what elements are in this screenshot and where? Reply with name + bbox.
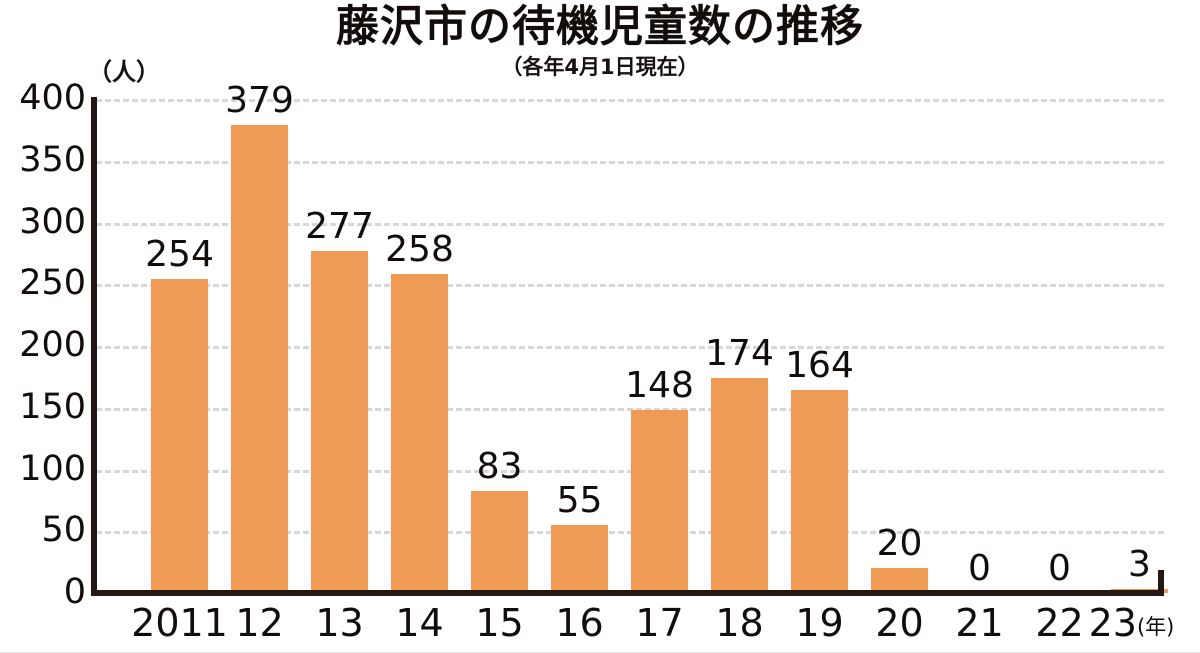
bar[interactable] bbox=[151, 279, 208, 593]
bar[interactable] bbox=[551, 525, 608, 593]
bar-value-label: 0 bbox=[968, 548, 991, 589]
bar[interactable] bbox=[791, 390, 848, 593]
bar-group[interactable]: 258 bbox=[385, 99, 454, 593]
bar-group[interactable]: 254 bbox=[145, 99, 214, 593]
bar-group[interactable]: 148 bbox=[625, 99, 694, 593]
y-axis-tick-label: 100 bbox=[19, 448, 86, 489]
x-axis-tick-label: 16 bbox=[555, 601, 604, 645]
bar-group[interactable]: 0 bbox=[951, 99, 1008, 593]
gridline bbox=[96, 469, 1164, 473]
x-axis-line bbox=[91, 590, 1164, 596]
y-axis-tick-label: 50 bbox=[41, 510, 86, 551]
gridline bbox=[96, 99, 1164, 102]
plot-area: 254 379 277 258 83 55 148 174 164 20 0 0 3 bbox=[96, 82, 1168, 593]
gridline bbox=[96, 284, 1164, 288]
bar[interactable] bbox=[711, 378, 768, 593]
bar[interactable] bbox=[631, 410, 688, 593]
gridline bbox=[96, 222, 1164, 226]
y-axis-tick-label: 250 bbox=[19, 263, 86, 304]
bar-group[interactable]: 3 bbox=[1111, 99, 1168, 593]
bar[interactable] bbox=[391, 274, 448, 593]
bar-value-label: 0 bbox=[1048, 548, 1071, 589]
y-axis-tick-label: 400 bbox=[19, 78, 86, 118]
x-axis-tick-label: 17 bbox=[635, 601, 684, 645]
x-axis-tick-label: 13 bbox=[315, 601, 364, 645]
y-axis-tick-label: 150 bbox=[19, 386, 86, 427]
bar[interactable] bbox=[231, 124, 288, 593]
bar-group[interactable]: 0 bbox=[1031, 99, 1088, 593]
bar-value-label: 258 bbox=[385, 229, 454, 271]
bar[interactable] bbox=[311, 250, 368, 593]
bar-value-label: 20 bbox=[876, 523, 923, 565]
bar-value-label: 254 bbox=[145, 234, 214, 276]
bar[interactable] bbox=[471, 490, 528, 593]
gridline bbox=[96, 531, 1164, 535]
gridline bbox=[96, 407, 1164, 411]
bar-value-label: 83 bbox=[476, 445, 523, 487]
x-axis-tick-label: 14 bbox=[395, 601, 444, 645]
x-axis-tick-label: 15 bbox=[475, 601, 524, 645]
x-axis-tick-label: 21 bbox=[955, 601, 1004, 645]
y-axis-tick-label: 350 bbox=[19, 139, 86, 180]
y-axis-tick-label: 300 bbox=[19, 201, 86, 242]
bar-group[interactable]: 20 bbox=[871, 99, 928, 593]
y-axis-tick-label: 200 bbox=[19, 325, 86, 365]
bar-value-label: 164 bbox=[785, 345, 854, 387]
bar-group[interactable]: 164 bbox=[785, 99, 854, 593]
x-axis-tick-label: 12 bbox=[235, 601, 284, 645]
bar-value-label: 55 bbox=[556, 480, 603, 522]
bar-group[interactable]: 277 bbox=[305, 99, 374, 593]
gridline bbox=[96, 160, 1164, 164]
chart-subtitle: （各年4月1日現在） bbox=[501, 55, 699, 79]
x-axis-tick-label: 2011 bbox=[131, 601, 228, 645]
x-axis-tick-label: 23(年) bbox=[1088, 601, 1175, 645]
bar-value-label: 3 bbox=[1128, 544, 1151, 586]
x-axis-tick-label: 22 bbox=[1035, 601, 1084, 645]
y-axis-line bbox=[91, 97, 97, 596]
bar-group[interactable]: 83 bbox=[471, 99, 528, 593]
bar-group[interactable]: 174 bbox=[705, 99, 774, 593]
x-axis-tick-label: 19 bbox=[795, 601, 844, 645]
y-axis-unit-label: （人） bbox=[88, 58, 160, 86]
bar-group[interactable]: 379 bbox=[225, 82, 294, 593]
x-axis-tick-label: 20 bbox=[875, 601, 924, 645]
page-title: 藤沢市の待機児童数の推移 bbox=[336, 2, 864, 52]
bar-group[interactable]: 55 bbox=[551, 99, 608, 593]
x-axis-end-tick bbox=[1158, 570, 1164, 594]
bar-value-label: 148 bbox=[625, 365, 694, 407]
y-axis-tick-label: 0 bbox=[63, 572, 86, 612]
x-axis-tick-label: 18 bbox=[715, 601, 764, 645]
bar-value-label: 379 bbox=[225, 79, 294, 121]
bar-value-label: 277 bbox=[305, 205, 374, 247]
bar-value-label: 174 bbox=[705, 333, 774, 375]
bar[interactable] bbox=[871, 568, 928, 593]
x-axis-unit-label: (年) bbox=[1136, 615, 1175, 639]
gridline bbox=[96, 346, 1164, 349]
